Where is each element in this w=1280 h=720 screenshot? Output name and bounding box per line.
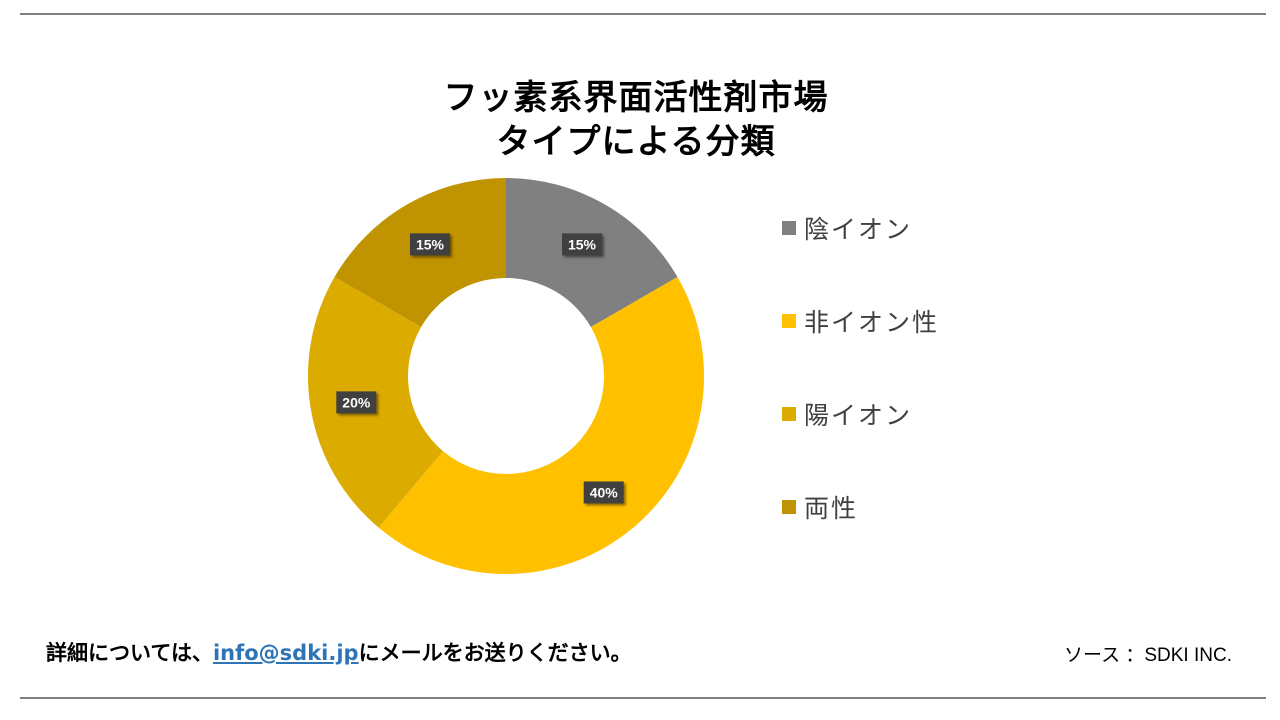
contact-suffix: にメールをお送りください。 (358, 641, 632, 665)
legend-swatch (782, 314, 796, 328)
chart-title-line1: フッ素系界面活性剤市場 (443, 78, 829, 118)
data-label-box (336, 391, 377, 414)
data-label-text: 20% (342, 394, 371, 410)
contact-email-link[interactable]: info@sdki.jp (212, 641, 359, 665)
legend-swatch (782, 221, 796, 235)
legend-item: 陰イオン (782, 210, 912, 246)
data-label: 40% (583, 481, 624, 504)
data-label-text: 40% (590, 484, 619, 500)
bottom-divider (20, 697, 1266, 699)
legend-label: 非イオン性 (804, 308, 940, 337)
data-label-text: 15% (416, 236, 445, 252)
contact-note: 詳細については、info@sdki.jpにメールをお送りください。 (46, 637, 632, 667)
legend-item: 両性 (782, 489, 858, 525)
data-label-box (410, 233, 450, 256)
top-divider (20, 13, 1266, 15)
data-label-box (583, 481, 624, 504)
legend-item: 陽イオン (782, 396, 912, 432)
data-label-text: 15% (568, 236, 597, 252)
legend-label: 陽イオン (804, 401, 913, 430)
legend-swatch (782, 500, 796, 514)
data-label: 20% (336, 391, 377, 414)
data-label-box (562, 233, 602, 256)
data-label: 15% (410, 233, 450, 256)
source-credit: ソース ：SDKI INC. (1064, 645, 1232, 666)
contact-prefix: 詳細については、 (46, 641, 213, 665)
legend-label: 陰イオン (804, 215, 913, 244)
chart-title-line2: タイプによる分類 (496, 122, 776, 162)
legend-swatch (782, 407, 796, 421)
legend-item: 非イオン性 (782, 303, 939, 339)
donut-slice (378, 277, 705, 575)
legend-label: 両性 (804, 494, 859, 523)
data-label: 15% (562, 233, 602, 256)
